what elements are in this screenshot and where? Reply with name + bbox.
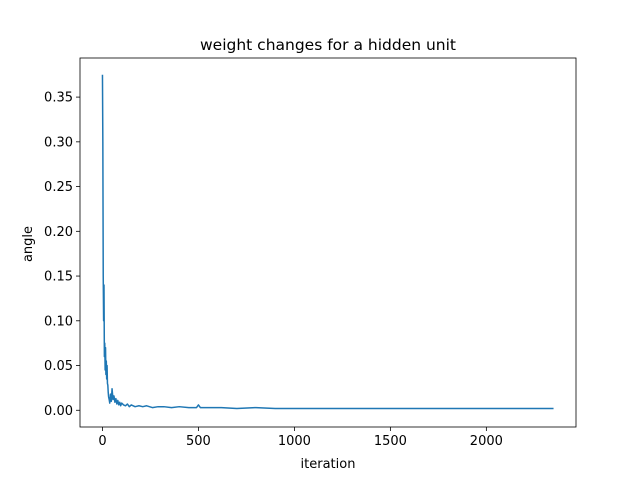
plot-area xyxy=(101,74,554,410)
series-line-0 xyxy=(101,74,554,410)
y-tick-label: 0.25 xyxy=(44,180,73,195)
y-tick-label: 0.30 xyxy=(44,135,73,150)
y-tick-label: 0.15 xyxy=(44,270,73,285)
axes: 0 500 1000 1500 2000 0.00 0.05 0.10 0.15 0.20 0.25… xyxy=(44,57,577,449)
x-tick-label: 500 xyxy=(186,434,211,449)
y-tick-label: 0.10 xyxy=(44,314,73,329)
x-tick-label: 0 xyxy=(98,434,106,449)
y-tick-label: 0.20 xyxy=(44,225,73,240)
x-tick-label: 2000 xyxy=(470,434,503,449)
y-tick-label: 0.05 xyxy=(44,359,73,374)
x-axis-label: iteration xyxy=(301,457,356,472)
axes-frame xyxy=(79,57,577,428)
x-tick-label: 1000 xyxy=(278,434,311,449)
y-tick-label: 0.00 xyxy=(44,404,73,419)
y-axis-label: angle xyxy=(21,226,36,262)
x-tick-label: 1500 xyxy=(374,434,407,449)
y-tick-label: 0.35 xyxy=(44,91,73,106)
chart-title: weight changes for a hidden unit xyxy=(200,36,456,54)
